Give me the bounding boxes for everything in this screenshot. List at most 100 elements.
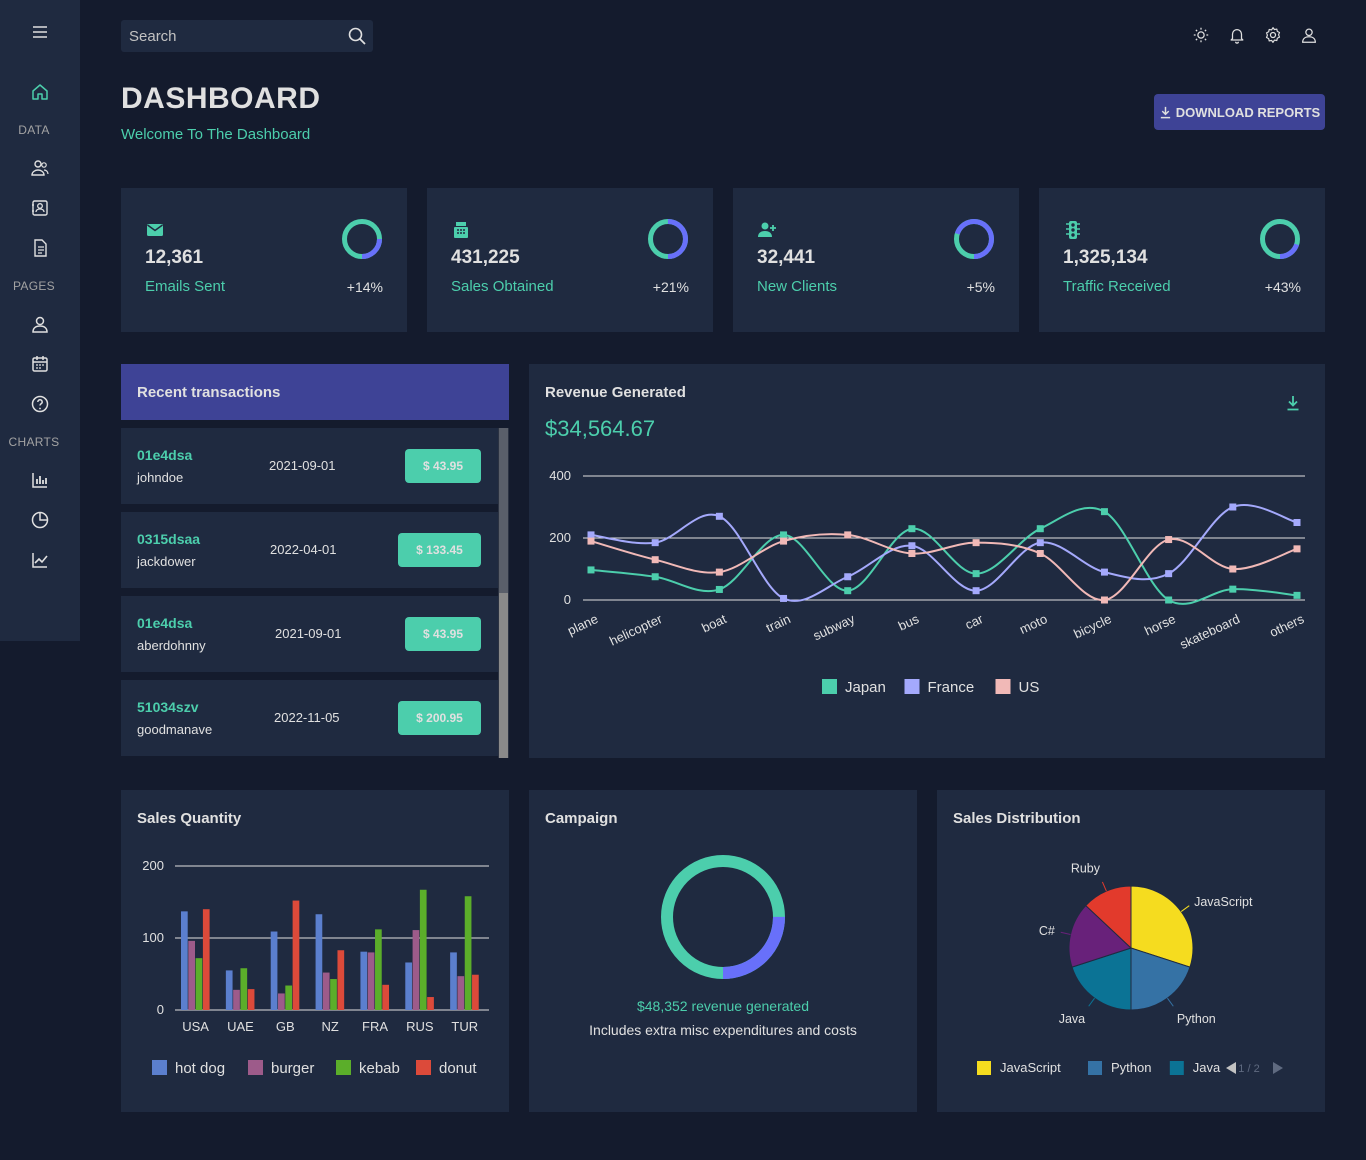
x-tick-label: others bbox=[1267, 611, 1307, 640]
stat-change: +43% bbox=[1264, 279, 1301, 295]
y-tick-label: 100 bbox=[142, 930, 164, 945]
data-point bbox=[1036, 550, 1044, 557]
bar bbox=[427, 997, 434, 1010]
data-point bbox=[1100, 596, 1108, 604]
ring-progress bbox=[342, 219, 382, 259]
sidebar-section-charts: CHARTS bbox=[8, 435, 60, 449]
data-point bbox=[1100, 508, 1108, 516]
download-reports-button[interactable]: DOWNLOAD REPORTS bbox=[1154, 94, 1325, 130]
transaction-user: aberdohnny bbox=[137, 638, 206, 653]
menu-icon bbox=[33, 26, 47, 38]
legend-label[interactable]: France bbox=[928, 679, 975, 696]
transaction-amount-badge: $ 133.45 bbox=[398, 533, 481, 567]
bar bbox=[195, 958, 203, 1010]
pie-label: C# bbox=[1039, 924, 1055, 938]
pie-leader-line bbox=[1060, 931, 1071, 935]
sales-quantity-title: Sales Quantity bbox=[137, 810, 242, 827]
legend-label[interactable]: JavaScript bbox=[1000, 1060, 1061, 1075]
notifications-icon[interactable] bbox=[1228, 26, 1246, 44]
legend-next-icon[interactable] bbox=[1273, 1062, 1283, 1074]
sidebar-item-contacts[interactable] bbox=[0, 193, 80, 223]
stat-progress-ring bbox=[954, 219, 994, 259]
legend-label[interactable]: donut bbox=[439, 1060, 477, 1077]
legend-label[interactable]: burger bbox=[271, 1060, 314, 1077]
sidebar-item-calendar[interactable] bbox=[0, 349, 80, 379]
legend-label[interactable]: kebab bbox=[359, 1060, 400, 1077]
search-icon[interactable] bbox=[347, 26, 367, 46]
legend-label[interactable]: hot dog bbox=[175, 1060, 225, 1077]
download-reports-label: DOWNLOAD REPORTS bbox=[1175, 104, 1321, 120]
pie-slice bbox=[1130, 885, 1194, 968]
data-point bbox=[651, 539, 659, 547]
legend-label[interactable]: US bbox=[1019, 679, 1040, 696]
data-point bbox=[844, 573, 852, 581]
legend-swatch bbox=[416, 1060, 431, 1075]
transaction-amount-badge: $ 43.95 bbox=[405, 617, 481, 651]
pie-label: Python bbox=[1177, 1012, 1216, 1026]
campaign-panel: Campaign $48,352 revenue generated Inclu… bbox=[529, 790, 917, 1112]
search-bar bbox=[121, 20, 373, 52]
scrollbar-thumb[interactable] bbox=[499, 428, 508, 593]
data-point bbox=[1293, 591, 1301, 599]
search-input[interactable] bbox=[121, 27, 331, 45]
scrollbar-thumb-lower[interactable] bbox=[499, 593, 508, 758]
pie-leader-line bbox=[1088, 997, 1095, 1007]
calendar-icon bbox=[32, 356, 48, 372]
bar bbox=[419, 889, 427, 1010]
data-point bbox=[780, 537, 788, 545]
sidebar-item-dashboard[interactable] bbox=[0, 77, 80, 107]
stat-value: 431,225 bbox=[451, 247, 520, 268]
data-point bbox=[1229, 565, 1237, 573]
legend-label[interactable]: Java bbox=[1193, 1060, 1221, 1075]
x-tick-label: NZ bbox=[321, 1019, 338, 1034]
sidebar-item-faq[interactable] bbox=[0, 389, 80, 419]
legend-label[interactable]: Python bbox=[1111, 1060, 1151, 1075]
sidebar-item-line-chart[interactable] bbox=[0, 545, 80, 575]
menu-toggle-button[interactable] bbox=[0, 17, 80, 47]
transaction-user: jackdower bbox=[137, 554, 196, 569]
revenue-panel: Revenue Generated $34,564.67 0 200 400 plan… bbox=[529, 364, 1325, 758]
bar bbox=[330, 979, 337, 1010]
transaction-row: 01e4dsa johndoe 2021-09-01 $ 43.95 bbox=[121, 428, 498, 504]
settings-icon[interactable] bbox=[1264, 26, 1282, 44]
bar bbox=[367, 952, 375, 1010]
sidebar-item-profile[interactable] bbox=[0, 309, 80, 339]
transaction-amount-badge: $ 200.95 bbox=[398, 701, 481, 735]
legend-prev-icon[interactable] bbox=[1226, 1062, 1236, 1074]
bar bbox=[375, 929, 382, 1010]
data-point bbox=[908, 525, 916, 533]
stat-label: Emails Sent bbox=[145, 278, 226, 295]
email-icon bbox=[147, 224, 163, 236]
transactions-list[interactable]: 01e4dsa johndoe 2021-09-01 $ 43.95 0315d… bbox=[121, 428, 509, 758]
bar bbox=[292, 900, 300, 1010]
transaction-id: 51034szv bbox=[137, 699, 199, 715]
pie-label: Ruby bbox=[1071, 861, 1101, 875]
bar bbox=[315, 914, 323, 1010]
sidebar-item-pie-chart[interactable] bbox=[0, 505, 80, 535]
data-point bbox=[844, 587, 852, 595]
light-mode-icon[interactable] bbox=[1192, 26, 1210, 44]
ring-progress bbox=[1260, 219, 1300, 259]
x-tick-label: bicycle bbox=[1071, 611, 1113, 641]
sidebar-item-invoices[interactable] bbox=[0, 233, 80, 263]
bar bbox=[233, 989, 240, 1010]
x-tick-label: horse bbox=[1142, 611, 1178, 638]
stat-progress-ring bbox=[648, 219, 688, 259]
data-point bbox=[1165, 570, 1173, 578]
faq-icon bbox=[31, 395, 49, 413]
sidebar-item-team[interactable] bbox=[0, 153, 80, 183]
x-tick-label: helicopter bbox=[607, 611, 665, 649]
bar bbox=[457, 976, 465, 1010]
x-tick-label: subway bbox=[811, 611, 858, 643]
sidebar-item-bar-chart[interactable] bbox=[0, 465, 80, 495]
bar bbox=[285, 985, 293, 1010]
stat-card-emails: 12,361 Emails Sent +14% bbox=[121, 188, 407, 332]
data-point bbox=[1229, 503, 1237, 511]
download-icon[interactable] bbox=[1285, 395, 1301, 411]
campaign-revenue-text: $48,352 revenue generated bbox=[636, 998, 810, 1014]
bar-chart-icon bbox=[32, 473, 47, 488]
transaction-row: 01e4dsa aberdohnny 2021-09-01 $ 43.95 bbox=[121, 596, 498, 672]
legend-label[interactable]: Japan bbox=[845, 679, 886, 696]
legend-swatch bbox=[336, 1060, 351, 1075]
user-icon[interactable] bbox=[1300, 26, 1318, 44]
